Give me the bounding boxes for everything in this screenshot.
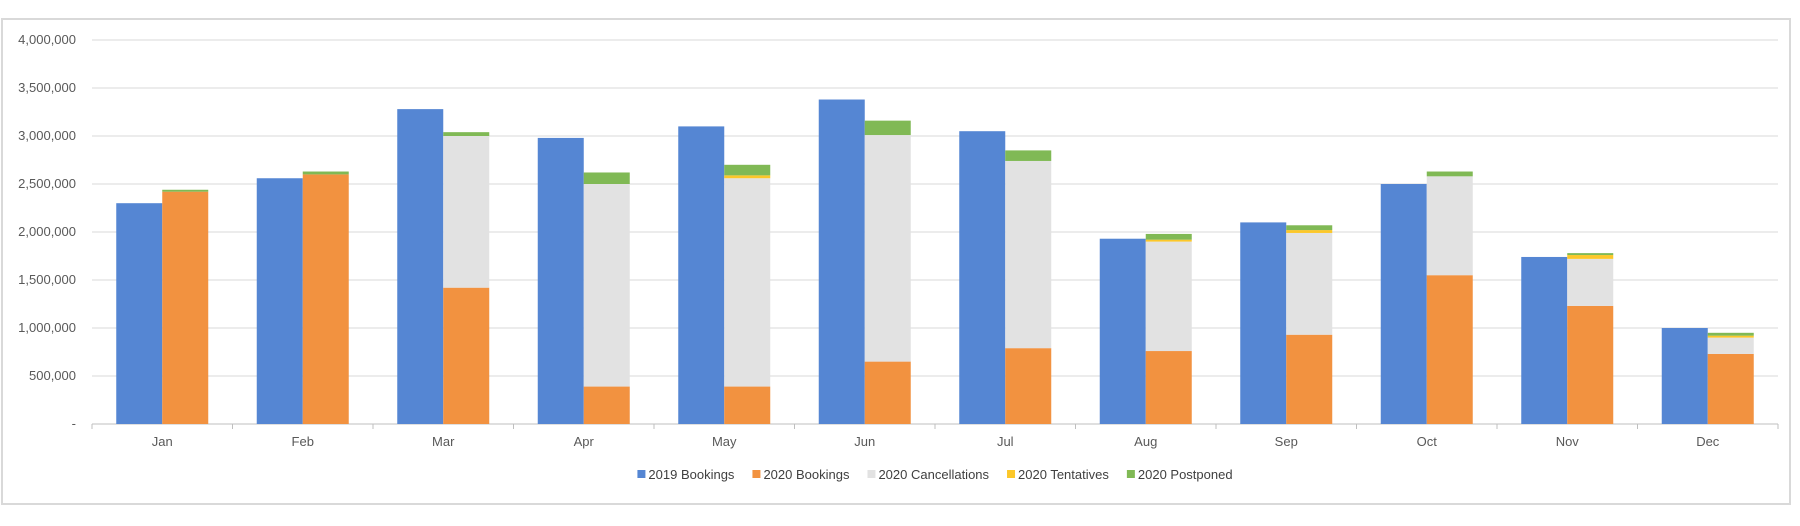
bar bbox=[864, 361, 911, 424]
bar bbox=[1380, 184, 1427, 424]
bar bbox=[583, 172, 630, 184]
bar bbox=[724, 386, 771, 424]
x-tick-label: Dec bbox=[1696, 434, 1720, 449]
bar bbox=[1099, 238, 1146, 424]
x-tick-label: May bbox=[712, 434, 737, 449]
bar bbox=[724, 164, 771, 176]
bar bbox=[1145, 351, 1192, 424]
bar bbox=[443, 287, 490, 424]
bar bbox=[1567, 255, 1614, 259]
x-tick-label: Sep bbox=[1275, 434, 1298, 449]
bar bbox=[1145, 241, 1192, 352]
bar bbox=[1005, 348, 1052, 424]
x-tick-label: Apr bbox=[574, 434, 595, 449]
bar bbox=[443, 136, 490, 288]
bar bbox=[1707, 335, 1754, 338]
bar bbox=[1286, 230, 1333, 233]
legend-label: 2020 Bookings bbox=[763, 467, 850, 482]
y-tick-label: 2,000,000 bbox=[18, 224, 76, 239]
legend-label: 2019 Bookings bbox=[648, 467, 735, 482]
y-tick-label: 500,000 bbox=[29, 368, 76, 383]
bar bbox=[1286, 232, 1333, 335]
bar bbox=[1707, 337, 1754, 354]
bar bbox=[1426, 171, 1473, 177]
bar bbox=[1145, 233, 1192, 240]
bar bbox=[1005, 160, 1052, 349]
bar bbox=[162, 189, 209, 192]
bar bbox=[302, 171, 349, 175]
bar bbox=[818, 99, 865, 425]
bar bbox=[1286, 334, 1333, 424]
bar bbox=[1286, 225, 1333, 231]
y-tick-label: 1,500,000 bbox=[18, 272, 76, 287]
bar bbox=[1521, 256, 1568, 424]
x-tick-label: Jan bbox=[152, 434, 173, 449]
bar bbox=[1426, 176, 1473, 276]
bar bbox=[1567, 253, 1614, 256]
bar bbox=[537, 137, 584, 425]
y-tick-label: 4,000,000 bbox=[18, 32, 76, 47]
bar bbox=[1661, 328, 1708, 424]
bar bbox=[1567, 305, 1614, 424]
legend-label: 2020 Postponed bbox=[1138, 467, 1233, 482]
bar bbox=[583, 184, 630, 387]
bar bbox=[1567, 258, 1614, 306]
y-tick-label: 3,500,000 bbox=[18, 80, 76, 95]
bar bbox=[256, 178, 303, 424]
bar bbox=[1426, 275, 1473, 424]
legend-swatch bbox=[637, 470, 646, 478]
bar bbox=[397, 109, 444, 425]
bar bbox=[116, 203, 163, 424]
legend-label: 2020 Tentatives bbox=[1018, 467, 1109, 482]
bar bbox=[162, 191, 209, 424]
bar bbox=[1707, 353, 1754, 424]
x-tick-label: Aug bbox=[1134, 434, 1157, 449]
legend-swatch bbox=[752, 470, 761, 478]
y-tick-label: 2,500,000 bbox=[18, 176, 76, 191]
bar bbox=[302, 174, 349, 424]
bar bbox=[1145, 239, 1192, 242]
y-tick-label: 3,000,000 bbox=[18, 128, 76, 143]
y-tick-label: - bbox=[72, 416, 76, 431]
x-tick-label: Jun bbox=[854, 434, 875, 449]
bar bbox=[443, 132, 490, 136]
legend-swatch bbox=[867, 470, 876, 478]
legend-label: 2020 Cancellations bbox=[878, 467, 989, 482]
bar bbox=[1240, 222, 1287, 424]
y-tick-label: 1,000,000 bbox=[18, 320, 76, 335]
bar bbox=[583, 386, 630, 424]
bar bbox=[724, 175, 771, 179]
bar bbox=[864, 120, 911, 136]
x-tick-label: Oct bbox=[1417, 434, 1438, 449]
x-tick-label: Jul bbox=[997, 434, 1014, 449]
legend-swatch bbox=[1007, 470, 1016, 478]
bar bbox=[959, 131, 1006, 424]
bar bbox=[678, 126, 725, 425]
bar bbox=[724, 178, 771, 387]
x-tick-label: Nov bbox=[1556, 434, 1580, 449]
x-tick-label: Feb bbox=[292, 434, 314, 449]
bar bbox=[1005, 150, 1052, 161]
bar bbox=[864, 135, 911, 362]
legend-swatch bbox=[1126, 470, 1135, 478]
bar bbox=[1707, 332, 1754, 336]
x-tick-label: Mar bbox=[432, 434, 455, 449]
